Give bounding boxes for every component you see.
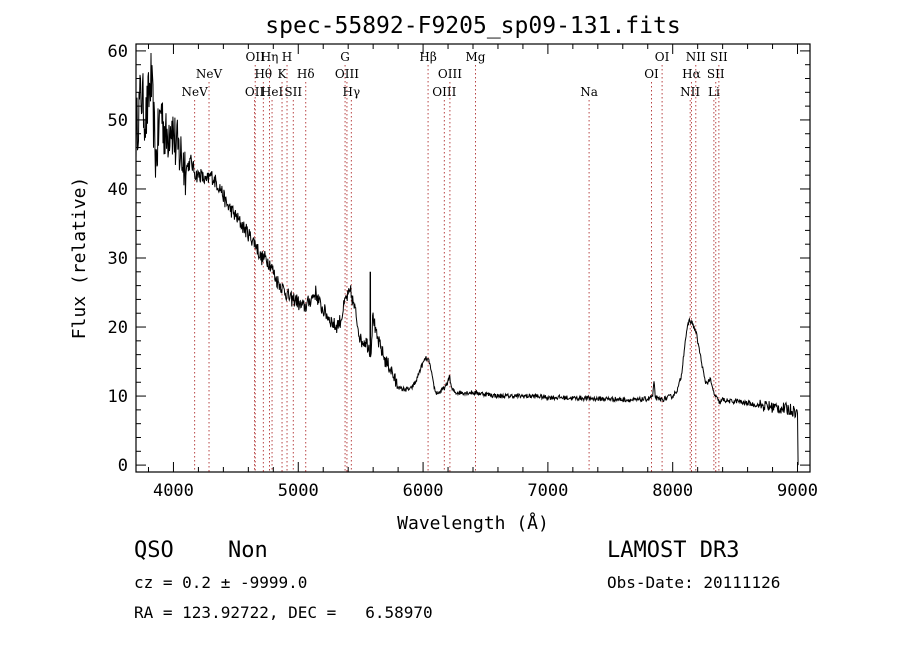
chart-title: spec-55892-F9205_sp09-131.fits [265,13,680,39]
emission-line-label: G [340,50,350,64]
emission-line-label: NII [680,85,700,99]
emission-line-label: Hθ [254,67,272,81]
redshift-cz: cz = 0.2 ± -9999.0 [134,573,308,592]
x-tick-label: 7000 [527,481,568,501]
emission-line-label: Na [580,85,598,99]
y-tick-label: 10 [108,387,128,407]
emission-line-label: Hη [261,50,279,64]
emission-line-label: Hβ [419,50,436,64]
emission-line-label: NeV [196,67,223,81]
obs-date: Obs-Date: 20111126 [607,573,781,592]
emission-line-label: Mg [466,50,486,64]
emission-line-label: NeV [182,85,209,99]
emission-line-label: K [278,67,288,81]
emission-line-label: Li [708,85,720,99]
x-tick-label: 9000 [777,481,818,501]
emission-line-label: Hα [682,67,701,81]
emission-line-label: Hδ [297,67,315,81]
y-tick-label: 50 [108,111,128,131]
x-tick-label: 6000 [403,481,444,501]
emission-line-label: OI [655,50,670,64]
y-tick-label: 60 [108,42,128,62]
emission-line-label: OIII [432,85,456,99]
emission-line-markers: NeVNeVOIIOIIHθHηHeIKHSIIHδGOIIIHγHβOIIIO… [182,50,728,472]
y-tick-label: 0 [118,456,128,476]
object-class: QSO [134,538,174,563]
emission-line-label: SII [710,50,728,64]
plot-frame [135,43,811,473]
x-tick-label: 4000 [153,481,194,501]
emission-line-label: SII [284,85,302,99]
emission-line-label: OII [246,50,266,64]
emission-line-label: OI [644,67,659,81]
x-tick-label: 5000 [278,481,319,501]
object-subclass: Non [228,538,268,563]
emission-line-label: H [282,50,292,64]
emission-line-label: NII [686,50,706,64]
emission-line-label: OII [245,85,265,99]
ra-dec: RA = 123.92722, DEC = 6.58970 [134,603,433,622]
spectrum-line [135,52,799,466]
emission-line-label: Hγ [342,85,360,99]
y-axis-label: Flux (relative) [69,177,90,340]
emission-line-label: SII [707,67,725,81]
emission-line-label: OIII [335,67,359,81]
y-tick-label: 40 [108,180,128,200]
emission-line-label: HeI [261,85,284,99]
y-tick-label: 30 [108,249,128,269]
spectrum-chart: spec-55892-F9205_sp09-131.fits NeV NeV OII… [69,13,818,534]
x-tick-label: 8000 [652,481,693,501]
axis-ticks: 4000 5000 6000 7000 8000 9000 0 10 20 30 40 50 60 [108,42,818,501]
y-tick-label: 20 [108,318,128,338]
x-axis-label: Wavelength (Å) [397,512,549,534]
survey-name: LAMOST DR3 [607,538,740,563]
emission-line-label: OIII [438,67,462,81]
